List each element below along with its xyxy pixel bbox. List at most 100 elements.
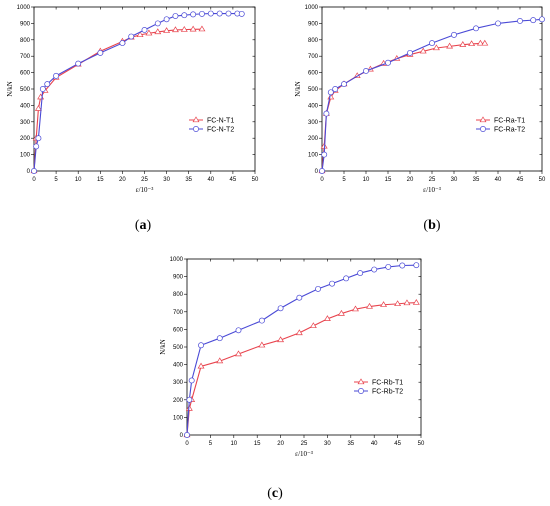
data-point-FC-Rb-T1 [258,341,266,348]
y-tick-label: 1000 [170,257,184,263]
data-point-FC-N-T2 [199,10,205,17]
x-tick-label: 15 [385,177,392,183]
series-line-FC-Ra-T1 [321,42,485,172]
x-tick-label: 5 [54,177,58,183]
data-point-FC-Rb-T2 [371,266,378,273]
y-tick-label: 1000 [17,5,31,11]
x-tick-label: 10 [75,177,82,183]
data-point-FC-Ra-T2 [323,110,330,117]
data-point-FC-Rb-T2 [188,377,195,384]
legend-marker-FC-Ra-T2 [480,126,486,132]
x-tick-label: 25 [141,177,148,183]
y-tick-label: 600 [308,71,319,77]
y-tick-label: 0 [180,433,184,439]
series-line-FC-N-T1 [33,28,202,172]
y-tick-label: 100 [308,153,319,159]
y-tick-label: 800 [308,38,319,44]
data-point-FC-Ra-T1 [446,42,454,49]
panel-caption: (b) [423,218,440,233]
y-tick-label: 800 [173,292,184,298]
x-tick-label: 40 [495,177,502,183]
x-tick-label: 0 [185,441,189,447]
data-point-FC-N-T1 [163,27,171,33]
data-point-FC-Rb-T1 [412,298,420,305]
legend-label-FC-N-T1: FC-N-T1 [207,118,234,125]
data-point-FC-Ra-T1 [468,40,476,47]
x-tick-label: 50 [539,177,546,183]
data-point-FC-N-T2 [163,16,170,23]
data-point-FC-Rb-T1 [366,302,373,309]
x-tick-label: 40 [371,441,378,447]
x-tick-label: 45 [517,177,524,183]
y-tick-label: 900 [20,21,31,27]
data-point-FC-Rb-T2 [357,270,364,277]
data-point-FC-Rb-T2 [296,294,303,301]
data-point-FC-Rb-T1 [337,309,345,316]
data-point-FC-Rb-T2 [184,432,190,438]
data-point-FC-N-T2 [31,168,37,174]
x-tick-label: 50 [418,441,425,447]
data-point-FC-Ra-T2 [495,20,501,27]
data-point-FC-N-T2 [216,10,223,17]
data-point-FC-N-T1 [145,29,153,36]
data-point-FC-Ra-T1 [459,41,467,47]
data-point-FC-Rb-T2 [277,305,284,312]
y-tick-label: 500 [173,345,184,351]
plot-frame [186,258,422,436]
data-point-FC-Ra-T2 [473,25,479,32]
data-point-FC-Ra-T1 [432,44,440,51]
data-point-FC-Ra-T2 [530,17,537,24]
x-tick-label: 30 [324,441,331,447]
y-tick-label: 200 [173,398,184,404]
legend-marker-FC-N-T2 [193,126,199,132]
data-point-FC-Rb-T1 [216,357,224,364]
y-tick-label: 700 [308,54,319,60]
x-tick-label: 25 [429,177,436,183]
x-tick-label: 0 [320,177,324,183]
y-tick-label: 100 [20,153,31,159]
y-tick-label: 200 [308,136,319,142]
x-tick-label: 30 [451,177,458,183]
data-point-FC-Ra-T2 [539,16,545,23]
legend-marker-FC-Rb-T2 [358,388,364,394]
legend-label-FC-Ra-T1: FC-Ra-T1 [494,118,525,125]
data-point-FC-Rb-T2 [399,262,406,269]
x-tick-label: 50 [252,177,259,183]
x-tick-label: 35 [347,441,354,447]
data-point-FC-Ra-T2 [385,59,391,66]
series-line-FC-N-T2 [33,13,242,172]
data-point-FC-N-T2 [39,86,46,92]
data-point-FC-Rb-T1 [277,336,285,343]
data-point-FC-Rb-T1 [295,329,303,336]
x-tick-label: 20 [119,177,126,183]
data-point-FC-N-T1 [171,26,179,33]
data-point-FC-Rb-T1 [352,305,359,312]
data-point-FC-Ra-T2 [517,17,523,24]
panel-c: 0 5 10 15 20 25 30 35 40 45 5001002003004005006007… [159,257,425,501]
data-point-FC-Rb-T2 [329,280,336,287]
y-tick-label: 300 [308,120,319,126]
data-point-FC-Rb-T2 [198,342,204,349]
legend-label-FC-N-T2: FC-N-T2 [207,127,234,134]
data-point-FC-Rb-T1 [380,301,388,307]
x-tick-label: 45 [394,441,401,447]
data-point-FC-N-T2 [44,81,51,88]
legend-label-FC-Ra-T2: FC-Ra-T2 [494,127,525,134]
y-tick-label: 0 [315,169,319,175]
data-point-FC-N-T2 [172,13,179,19]
y-tick-label: 700 [20,54,31,60]
y-axis-label: N/kN [294,81,302,97]
y-tick-label: 600 [20,71,31,77]
data-point-FC-N-T2 [119,40,126,47]
data-point-FC-N-T2 [238,10,245,17]
data-point-FC-N-T2 [190,11,197,18]
legend-marker-FC-N-T1 [192,116,200,123]
data-point-FC-Rb-T2 [235,327,242,334]
data-point-FC-Ra-T2 [429,40,435,47]
y-tick-label: 400 [308,103,319,109]
panel-caption: (c) [267,486,283,501]
data-point-FC-N-T2 [75,60,82,67]
legend-marker-FC-Rb-T1 [357,378,365,385]
data-point-FC-N-T2 [225,10,232,17]
